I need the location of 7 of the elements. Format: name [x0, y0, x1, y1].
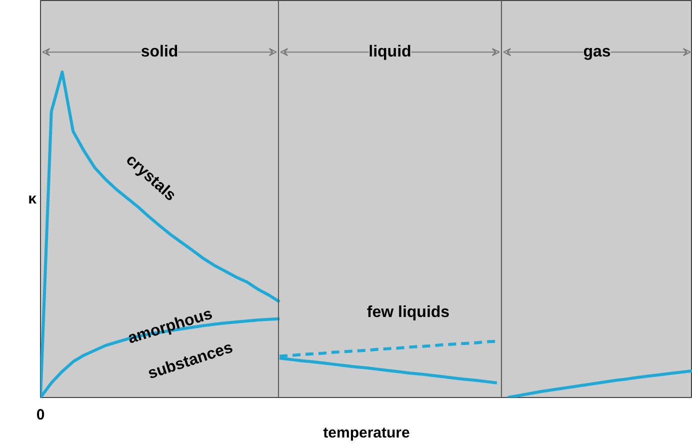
text: liquid: [368, 44, 412, 61]
text: gas: [583, 44, 611, 61]
annotation: few liquids: [366, 304, 450, 322]
text: solid: [140, 44, 178, 61]
x-axis-title: temperature: [323, 424, 410, 442]
text: 0: [36, 406, 45, 424]
y-axis-title: κ: [28, 190, 38, 208]
